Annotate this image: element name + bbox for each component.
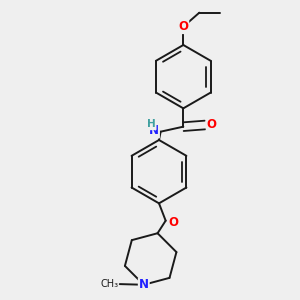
- Text: H: H: [147, 119, 156, 129]
- Text: N: N: [149, 124, 159, 137]
- Text: O: O: [178, 20, 188, 33]
- Text: O: O: [207, 118, 217, 131]
- Text: O: O: [168, 216, 178, 229]
- Text: N: N: [139, 278, 149, 291]
- Text: CH₃: CH₃: [100, 279, 118, 289]
